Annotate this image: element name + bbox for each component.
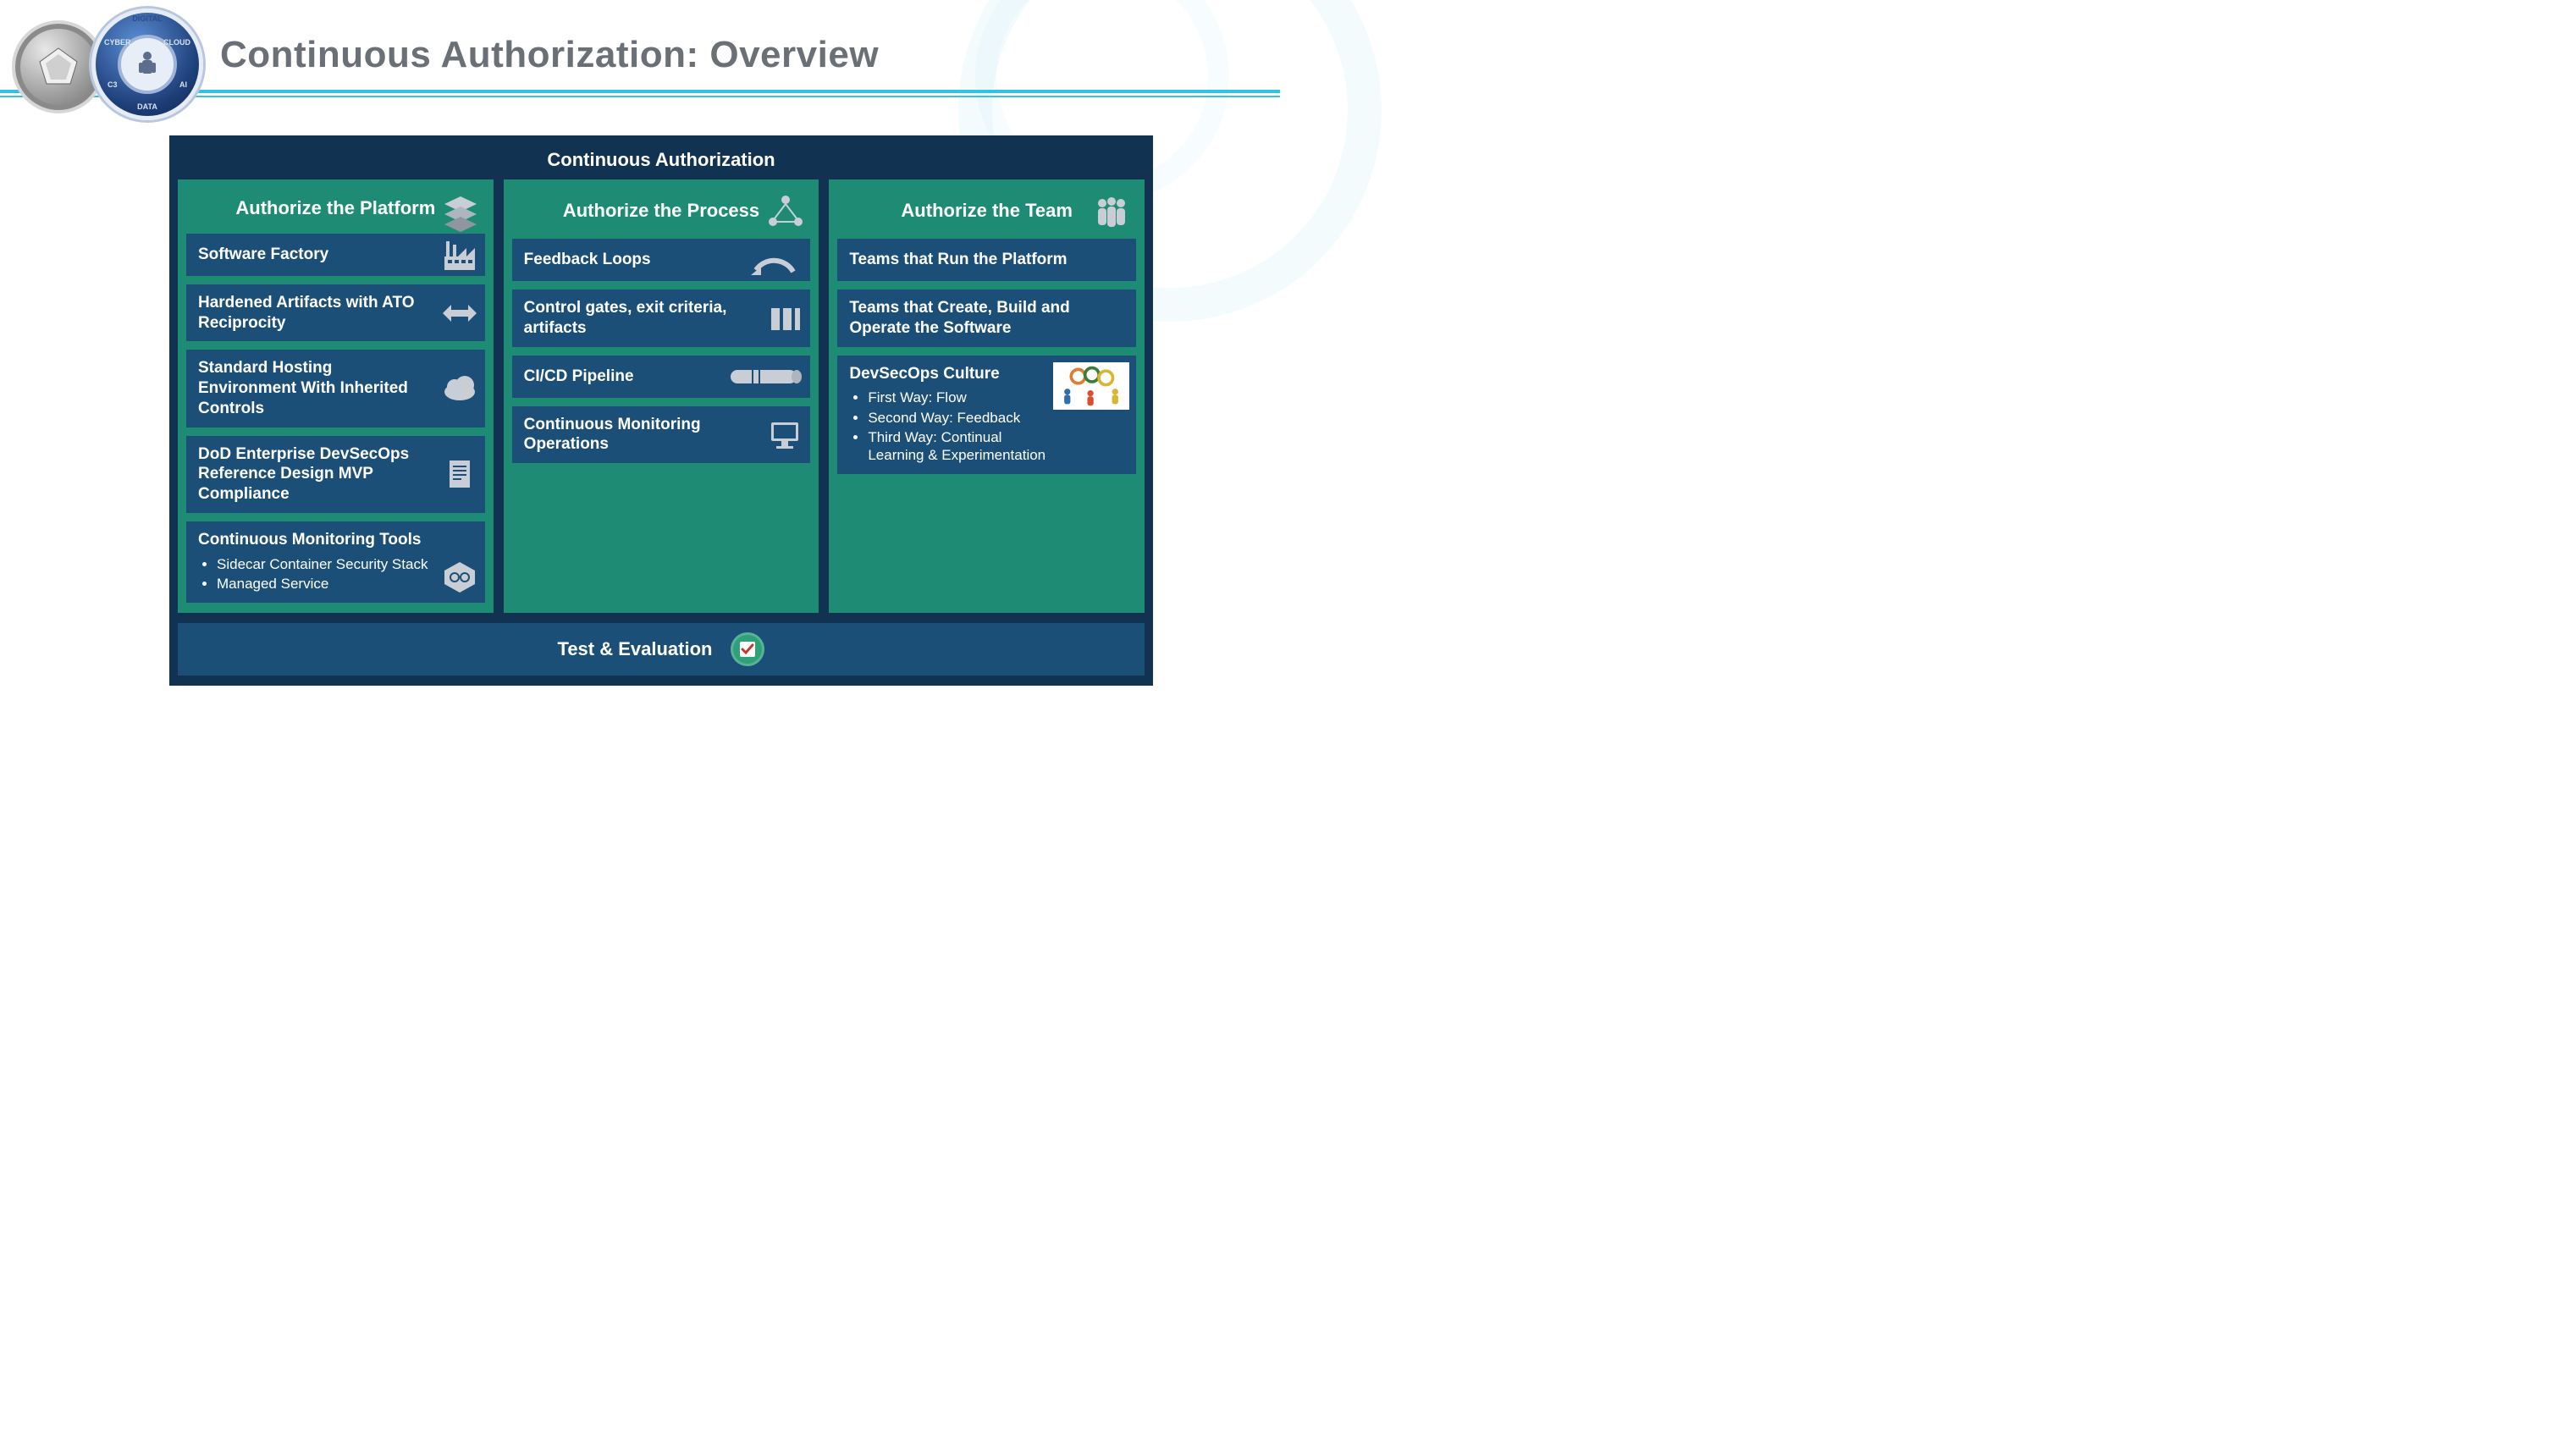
card-hosting-env: Standard Hosting Environment With Inheri… <box>186 350 485 427</box>
hex-binoculars-icon <box>441 559 478 596</box>
card-text: DoD Enterprise DevSecOps Reference Desig… <box>198 444 434 505</box>
bullet: Second Way: Feedback <box>868 409 1051 427</box>
monitor-icon <box>766 416 803 453</box>
bullet: Managed Service <box>217 575 434 593</box>
card-software-factory: Software Factory <box>186 234 485 276</box>
card-teams-run-platform: Teams that Run the Platform <box>837 239 1136 281</box>
card-text: Teams that Run the Platform <box>849 250 1085 270</box>
ring-label: CLOUD <box>163 38 190 47</box>
column-header-label: Authorize the Team <box>901 200 1073 222</box>
card-text: Teams that Create, Build and Operate the… <box>849 298 1085 339</box>
seal-ring-labels: DIGITAL CLOUD AI DATA C3 CYBER <box>96 13 199 116</box>
card-text: Continuous Monitoring Operations <box>524 415 760 455</box>
columns-row: Authorize the Platform Software Factory … <box>178 179 1145 613</box>
column-header-label: Authorize the Process <box>563 200 759 222</box>
card-list: Feedback Loops Control gates, exit crite… <box>512 239 811 463</box>
card-text: Standard Hosting Environment With Inheri… <box>198 358 434 418</box>
column-header: Authorize the Team <box>837 188 1136 234</box>
card-devsecops-culture: DevSecOps Culture First Way: Flow Second… <box>837 356 1136 475</box>
column-platform: Authorize the Platform Software Factory … <box>178 179 494 613</box>
ring-label: CYBER <box>104 38 131 47</box>
card-bullets: First Way: Flow Second Way: Feedback Thi… <box>868 387 1051 466</box>
card-text: Software Factory <box>198 245 434 265</box>
card-list: Teams that Run the Platform Teams that C… <box>837 239 1136 474</box>
column-team: Authorize the Team Teams that Run the Pl… <box>829 179 1145 613</box>
slide-title: Continuous Authorization: Overview <box>220 34 879 76</box>
ring-label: DIGITAL <box>132 14 162 23</box>
footer-label: Test & Evaluation <box>558 638 713 660</box>
factory-icon <box>441 236 478 273</box>
ring-label: AI <box>179 80 187 89</box>
card-text: CI/CD Pipeline <box>524 367 760 387</box>
ring-label: C3 <box>108 80 118 89</box>
column-header: Authorize the Process <box>512 188 811 234</box>
column-process: Authorize the Process Feedback Loops Con… <box>504 179 819 613</box>
card-text: Continuous Monitoring Tools <box>198 530 434 550</box>
card-reference-design: DoD Enterprise DevSecOps Reference Desig… <box>186 436 485 513</box>
card-control-gates: Control gates, exit criteria, artifacts <box>512 290 811 347</box>
card-hardened-artifacts: Hardened Artifacts with ATO Reciprocity <box>186 284 485 342</box>
panel-title: Continuous Authorization <box>178 144 1145 179</box>
card-text: Control gates, exit criteria, artifacts <box>524 298 760 339</box>
cycle-nodes-icon <box>766 193 805 232</box>
diagram-panel: Continuous Authorization Authorize the P… <box>169 135 1153 686</box>
column-header-label: Authorize the Platform <box>235 197 435 219</box>
checkmark-badge-icon <box>731 632 764 666</box>
card-text: DevSecOps Culture <box>849 364 1051 384</box>
people-gears-icon <box>1053 362 1129 410</box>
people-group-icon <box>1092 193 1131 232</box>
pipeline-icon <box>727 358 803 395</box>
digital-modernization-seal-icon: DIGITAL CLOUD AI DATA C3 CYBER <box>91 8 203 120</box>
bullet: First Way: Flow <box>868 389 1051 406</box>
double-arrow-icon <box>441 295 478 332</box>
document-icon <box>441 455 478 493</box>
card-text: Hardened Artifacts with ATO Reciprocity <box>198 293 434 334</box>
cloud-icon <box>441 370 478 407</box>
card-monitoring-tools: Continuous Monitoring Tools Sidecar Cont… <box>186 521 485 603</box>
bullet: Sidecar Container Security Stack <box>217 555 434 573</box>
gates-icon <box>766 300 803 337</box>
card-cicd-pipeline: CI/CD Pipeline <box>512 356 811 398</box>
layers-icon <box>441 193 480 232</box>
card-feedback-loops: Feedback Loops <box>512 239 811 281</box>
curved-arrow-icon <box>744 241 803 279</box>
ring-label: DATA <box>137 102 157 111</box>
seal-group: DIGITAL CLOUD AI DATA C3 CYBER <box>12 12 207 130</box>
slide-header: Continuous Authorization: Overview DIGIT… <box>0 0 1280 93</box>
footer-bar: Test & Evaluation <box>178 623 1145 676</box>
card-monitoring-ops: Continuous Monitoring Operations <box>512 406 811 464</box>
column-header: Authorize the Platform <box>186 188 485 229</box>
card-teams-build-software: Teams that Create, Build and Operate the… <box>837 290 1136 347</box>
card-list: Software Factory Hardened Artifacts with… <box>186 234 485 603</box>
bullet: Third Way: Continual Learning & Experime… <box>868 428 1051 465</box>
card-bullets: Sidecar Container Security Stack Managed… <box>217 554 434 595</box>
card-text: Feedback Loops <box>524 250 760 270</box>
